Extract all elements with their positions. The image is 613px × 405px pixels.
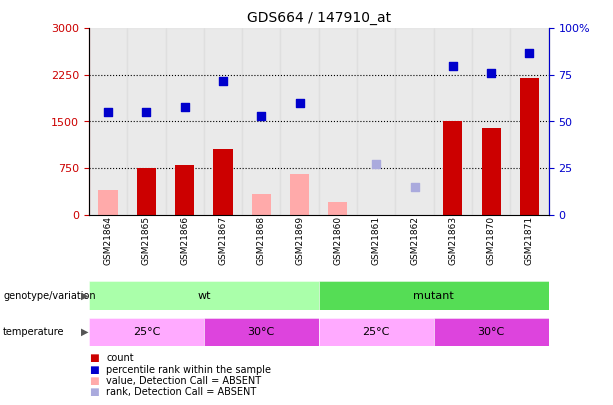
Bar	[252, 194, 271, 215]
Bar	[510, 28, 549, 215]
Title: GDS664 / 147910_at: GDS664 / 147910_at	[246, 11, 391, 25]
Bar	[281, 28, 319, 215]
Bar	[472, 28, 510, 215]
Bar	[520, 78, 539, 215]
Text: 25°C: 25°C	[362, 327, 390, 337]
Point	[371, 161, 381, 168]
Text: ▶: ▶	[81, 291, 88, 301]
Bar	[443, 122, 462, 215]
Bar	[329, 202, 348, 215]
Text: 30°C: 30°C	[478, 327, 504, 337]
Bar	[175, 165, 194, 215]
Text: rank, Detection Call = ABSENT: rank, Detection Call = ABSENT	[106, 388, 256, 397]
Text: 25°C: 25°C	[132, 327, 160, 337]
Point	[142, 109, 151, 115]
Text: count: count	[106, 354, 134, 363]
Text: mutant: mutant	[413, 291, 454, 301]
Point	[256, 113, 266, 119]
Point	[295, 100, 305, 106]
Bar	[482, 128, 501, 215]
Point	[448, 62, 458, 69]
Bar	[213, 149, 232, 215]
Bar	[137, 168, 156, 215]
Text: 30°C: 30°C	[248, 327, 275, 337]
Point	[103, 109, 113, 115]
Bar	[290, 174, 309, 215]
Point	[409, 183, 419, 190]
Text: wt: wt	[197, 291, 211, 301]
Text: ▶: ▶	[81, 327, 88, 337]
Bar	[166, 28, 204, 215]
Text: ■: ■	[89, 365, 99, 375]
Bar	[395, 28, 434, 215]
Text: ■: ■	[89, 388, 99, 397]
Bar	[99, 190, 118, 215]
Text: value, Detection Call = ABSENT: value, Detection Call = ABSENT	[106, 376, 261, 386]
Text: temperature: temperature	[3, 327, 64, 337]
Bar	[204, 28, 242, 215]
Text: ■: ■	[89, 354, 99, 363]
Bar	[434, 28, 472, 215]
Point	[486, 70, 496, 76]
Text: percentile rank within the sample: percentile rank within the sample	[106, 365, 271, 375]
Point	[525, 49, 535, 56]
Bar	[319, 28, 357, 215]
Bar	[357, 28, 395, 215]
Point	[180, 103, 189, 110]
Text: genotype/variation: genotype/variation	[3, 291, 96, 301]
Bar	[242, 28, 281, 215]
Bar	[128, 28, 166, 215]
Text: ■: ■	[89, 376, 99, 386]
Point	[218, 77, 228, 84]
Bar	[89, 28, 128, 215]
